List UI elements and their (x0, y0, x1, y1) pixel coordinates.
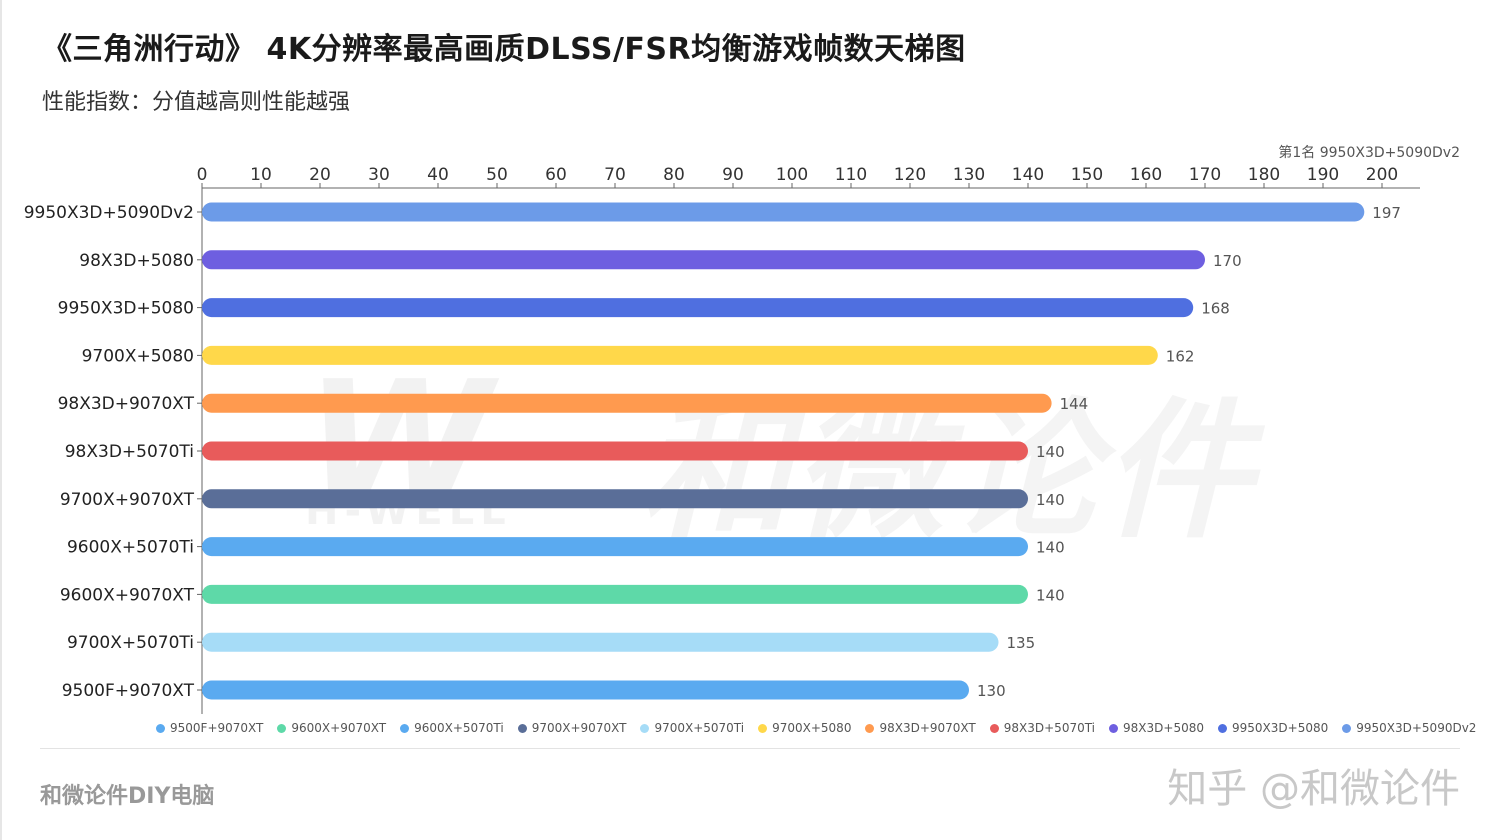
x-tick-label: 110 (835, 165, 867, 185)
legend-label: 9700X+9070XT (531, 721, 627, 735)
legend-label: 9700X+5070Ti (654, 721, 745, 735)
x-tick-label: 20 (309, 165, 331, 185)
x-tick-label: 0 (197, 165, 208, 185)
legend-label: 98X3D+9070XT (879, 721, 976, 735)
watermark-brand-cn: 和微论件 (640, 350, 1256, 567)
x-tick-label: 40 (427, 165, 449, 185)
legend-label: 9700X+5080 (772, 721, 852, 735)
legend-swatch (1342, 723, 1352, 733)
left-edge-rule (0, 0, 2, 840)
x-tick-label: 180 (1248, 165, 1280, 185)
legend-swatch (640, 723, 650, 733)
x-tick-label: 190 (1307, 165, 1339, 185)
bar (202, 298, 1194, 318)
data-label: 197 (1372, 204, 1401, 222)
data-label: 162 (1166, 347, 1195, 365)
data-label: 140 (1036, 491, 1065, 509)
category-label: 9600X+5070Ti (67, 538, 194, 558)
data-label: 140 (1036, 443, 1065, 461)
chart-title: 《三角洲行动》 4K分辨率最高画质DLSS/FSR均衡游戏帧数天梯图 (42, 32, 966, 67)
bar-chart: 0 10 20 30 40 50 60 70 80 90 100 110 120 130 140 150 160… (24, 165, 1420, 714)
category-label: 98X3D+5070Ti (65, 442, 194, 462)
legend-item[interactable]: 98X3D+5070Ti (989, 721, 1096, 735)
legend-label: 9950X3D+5090Dv2 (1356, 721, 1477, 735)
chart-legend: 9500F+9070XT 9600X+9070XT 9600X+5070Ti 9700… (156, 721, 1476, 735)
legend-item[interactable]: 9950X3D+5090Dv2 (1342, 721, 1476, 735)
data-label: 130 (977, 682, 1006, 700)
x-tick-label: 10 (250, 165, 272, 185)
category-label: 9700X+5070Ti (67, 633, 194, 653)
bar (202, 489, 1028, 509)
category-label: 9700X+5080 (82, 346, 194, 366)
bar (202, 584, 1028, 604)
bar (202, 632, 999, 652)
chart-subtitle: 性能指数：分值越高则性能越强 (42, 90, 351, 115)
legend-item[interactable]: 9700X+5070Ti (640, 721, 744, 735)
x-tick-label: 90 (722, 165, 744, 185)
legend-label: 98X3D+5070Ti (1003, 721, 1096, 735)
legend-label: 9500F+9070XT (170, 721, 264, 735)
legend-item[interactable]: 9700X+5080 (758, 721, 851, 735)
bar (202, 537, 1028, 557)
legend-item[interactable]: 98X3D+9070XT (865, 721, 976, 735)
x-tick-label: 30 (368, 165, 390, 185)
legend-swatch (1218, 723, 1227, 733)
legend-swatch (400, 723, 410, 733)
x-tick-label: 50 (486, 165, 508, 185)
x-tick-label: 140 (1012, 165, 1044, 185)
footer-brand: 和微论件DIY电脑 (40, 784, 215, 809)
x-tick-label: 200 (1366, 165, 1398, 185)
x-tick-label: 150 (1071, 165, 1103, 185)
bar (202, 393, 1052, 413)
x-tick-label: 160 (1130, 165, 1162, 185)
category-label: 9950X3D+5090Dv2 (24, 203, 194, 223)
x-tick-label: 170 (1189, 165, 1221, 185)
legend-label: 9950X3D+5080 (1232, 721, 1329, 735)
legend-swatch (989, 723, 999, 733)
data-label: 168 (1201, 300, 1230, 318)
footer-divider (40, 748, 1460, 749)
bar (202, 441, 1028, 461)
bar (202, 250, 1205, 270)
x-tick-label: 70 (604, 165, 626, 185)
legend-item[interactable]: 9700X+9070XT (517, 721, 627, 735)
legend-item[interactable]: 9500F+9070XT (156, 721, 263, 735)
x-tick-label: 80 (663, 165, 685, 185)
footer-zhihu-credit: 知乎 @和微论件 (1167, 766, 1460, 812)
legend-item[interactable]: 98X3D+5080 (1109, 721, 1204, 735)
legend-swatch (156, 723, 165, 733)
x-tick-label: 60 (545, 165, 567, 185)
category-label: 9600X+9070XT (60, 585, 195, 605)
legend-item[interactable]: 9600X+9070XT (277, 721, 386, 735)
bar (202, 345, 1158, 365)
legend-label: 9600X+9070XT (291, 721, 387, 735)
category-label: 98X3D+9070XT (58, 394, 195, 414)
legend-swatch (1109, 723, 1119, 733)
legend-swatch (517, 723, 527, 733)
legend-item[interactable]: 9950X3D+5080 (1218, 721, 1328, 735)
legend-label: 9600X+5070Ti (414, 721, 504, 735)
legend-swatch (277, 723, 287, 733)
data-label: 170 (1213, 252, 1242, 270)
x-tick-label: 100 (776, 165, 808, 185)
category-label: 98X3D+5080 (79, 251, 194, 271)
legend-swatch (865, 723, 875, 733)
data-label: 140 (1036, 586, 1065, 604)
legend-label: 98X3D+5080 (1123, 721, 1204, 735)
data-label: 144 (1060, 395, 1089, 413)
category-label: 9950X3D+5080 (58, 299, 194, 319)
data-label: 135 (1007, 634, 1036, 652)
legend-item[interactable]: 9600X+5070Ti (400, 721, 504, 735)
x-tick-label: 130 (953, 165, 985, 185)
bar (202, 202, 1365, 222)
rank-note: 第1名 9950X3D+5090Dv2 (1278, 145, 1460, 161)
data-label: 140 (1036, 539, 1065, 557)
bar (202, 680, 969, 700)
legend-swatch (758, 723, 768, 733)
category-label: 9500F+9070XT (62, 681, 195, 701)
x-tick-label: 120 (894, 165, 926, 185)
category-label: 9700X+9070XT (60, 490, 195, 510)
